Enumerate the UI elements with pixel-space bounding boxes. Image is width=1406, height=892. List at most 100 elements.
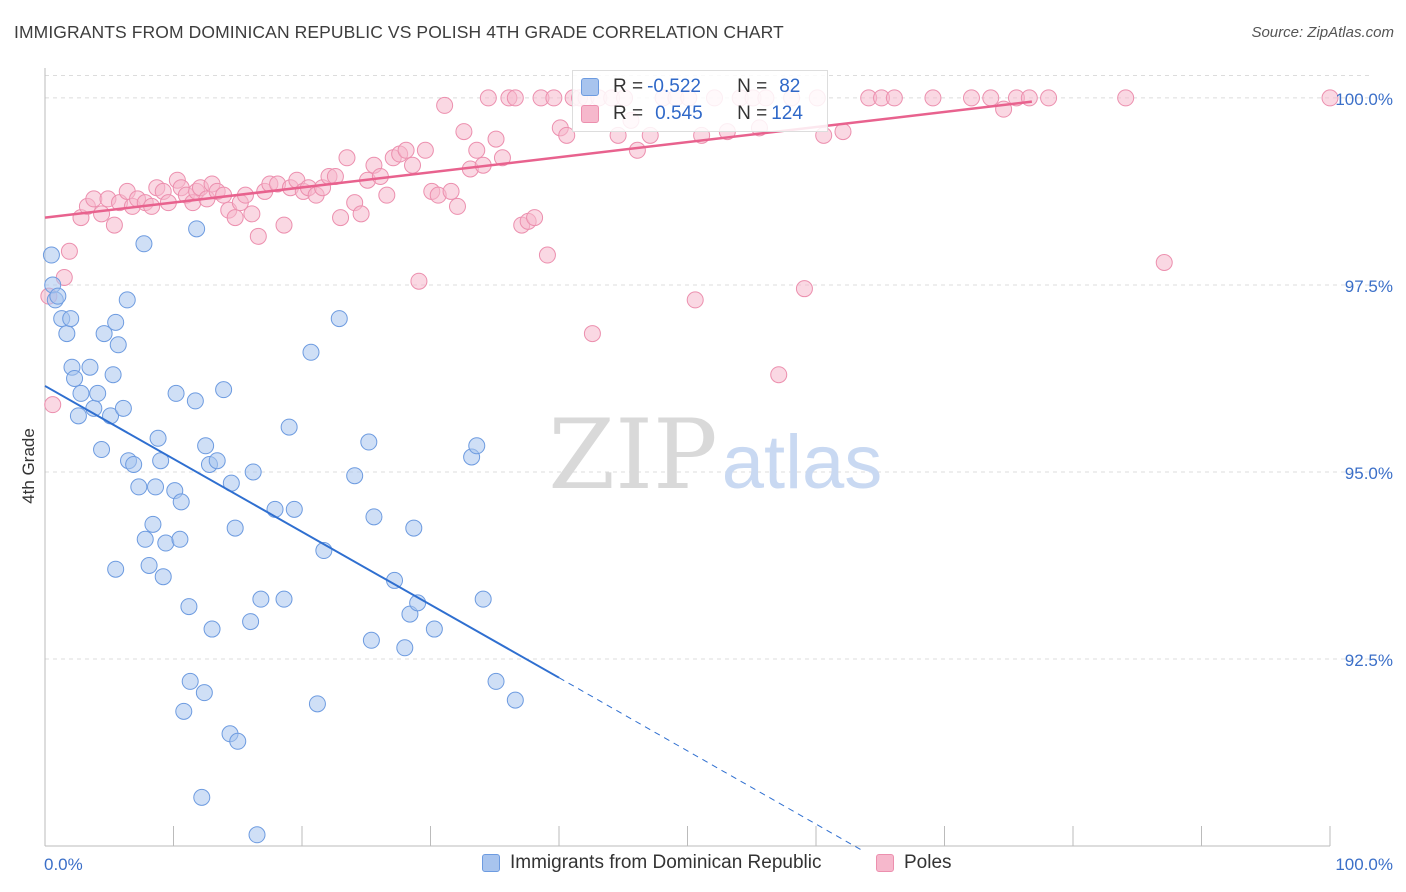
dominican-point xyxy=(149,429,167,447)
dominican-point xyxy=(193,788,211,806)
y-tick-labels: 100.0% 97.5% 95.0% 92.5% xyxy=(1335,90,1393,670)
poles-point xyxy=(558,126,576,144)
dominican-point xyxy=(186,392,204,410)
dominican-point xyxy=(188,220,206,238)
legend-swatch-blue xyxy=(482,854,500,872)
legend-item-dominican[interactable]: Immigrants from Dominican Republic xyxy=(482,852,822,874)
y-tick-label: 100.0% xyxy=(1335,90,1393,109)
dominican-point xyxy=(81,358,99,376)
dominican-point xyxy=(275,590,293,608)
bottom-legend: Immigrants from Dominican Republic Poles xyxy=(0,852,1406,878)
poles-points xyxy=(40,89,1339,414)
poles-point xyxy=(397,141,415,159)
dominican-point xyxy=(244,463,262,481)
chart-source: Source: ZipAtlas.com xyxy=(1251,24,1394,41)
dominican-point xyxy=(118,291,136,309)
blue-swatch xyxy=(581,78,599,96)
stats-pink-r-value: 0.545 xyxy=(655,103,703,124)
poles-point xyxy=(1321,89,1339,107)
legend-label-dominican: Immigrants from Dominican Republic xyxy=(510,852,822,873)
dominican-point xyxy=(144,515,162,533)
dominican-point xyxy=(362,631,380,649)
poles-point xyxy=(538,246,556,264)
dominican-point xyxy=(157,534,175,552)
stats-pink-r-label: R = xyxy=(613,103,644,124)
dominican-point xyxy=(425,620,443,638)
dominican-point xyxy=(109,336,127,354)
stats-pink-n-value: 124 xyxy=(771,103,803,124)
dominican-point xyxy=(248,826,266,844)
dominican-point xyxy=(396,639,414,657)
dominican-point xyxy=(42,246,60,264)
dominican-point xyxy=(175,702,193,720)
stats-legend-box: R = -0.522 N = 82 R = 0.545 N = 124 xyxy=(572,70,828,132)
y-tick-label: 95.0% xyxy=(1345,464,1393,483)
dominican-point xyxy=(69,407,87,425)
poles-point xyxy=(93,205,111,223)
dominican-point xyxy=(285,500,303,518)
poles-point xyxy=(545,89,563,107)
y-axis-label: 4th Grade xyxy=(19,428,38,504)
dominican-point xyxy=(229,732,247,750)
dominican-point xyxy=(468,437,486,455)
dominican-point xyxy=(167,384,185,402)
trend-lines xyxy=(44,100,1033,851)
poles-point xyxy=(243,205,261,223)
poles-point xyxy=(105,216,123,234)
stats-blue-n-value: 82 xyxy=(779,76,801,97)
grid-layer xyxy=(45,74,1370,660)
stats-blue-r-label: R = xyxy=(613,76,644,97)
dominican-point xyxy=(242,613,260,631)
poles-point xyxy=(448,197,466,215)
dominican-point xyxy=(104,366,122,384)
poles-point xyxy=(982,89,1000,107)
chart-title: IMMIGRANTS FROM DOMINICAN REPUBLIC VS PO… xyxy=(14,22,784,42)
y-tick-label: 92.5% xyxy=(1345,651,1393,670)
dominican-point xyxy=(506,691,524,709)
dominican-point xyxy=(474,590,492,608)
dominican-point xyxy=(308,695,326,713)
dominican-points xyxy=(42,220,524,844)
dominican-point xyxy=(125,455,143,473)
poles-point xyxy=(378,186,396,204)
poles-point xyxy=(506,89,524,107)
dominican-trend-extension xyxy=(558,677,862,851)
dominican-point xyxy=(180,598,198,616)
dominican-point xyxy=(365,508,383,526)
poles-point xyxy=(1040,89,1058,107)
stats-row-blue: R = -0.522 N = 82 xyxy=(581,74,800,100)
stats-pink-n-label: N = xyxy=(737,103,768,124)
dominican-point xyxy=(58,325,76,343)
poles-point xyxy=(85,190,103,208)
y-tick-label: 97.5% xyxy=(1345,277,1393,296)
dominican-point xyxy=(252,590,270,608)
dominican-point xyxy=(208,452,226,470)
poles-point xyxy=(332,209,350,227)
legend-item-poles[interactable]: Poles xyxy=(876,852,952,874)
poles-point xyxy=(493,149,511,167)
poles-point xyxy=(44,396,62,414)
axes-layer xyxy=(44,68,1331,847)
x-tick-label: 100.0% xyxy=(1335,855,1393,874)
poles-point xyxy=(479,89,497,107)
stats-blue-r-value: -0.522 xyxy=(647,76,701,97)
poles-point xyxy=(352,205,370,223)
dominican-point xyxy=(266,500,284,518)
dominican-point xyxy=(171,530,189,548)
dominican-point xyxy=(152,452,170,470)
watermark-atlas: atlas xyxy=(722,420,883,505)
dominican-point xyxy=(181,672,199,690)
poles-point xyxy=(338,149,356,167)
dominican-point xyxy=(62,310,80,328)
poles-point xyxy=(686,291,704,309)
poles-point xyxy=(226,209,244,227)
dominican-point xyxy=(95,325,113,343)
dominican-point xyxy=(66,369,84,387)
poles-point xyxy=(628,141,646,159)
legend-swatch-pink xyxy=(876,854,894,872)
poles-point xyxy=(442,182,460,200)
dominican-point xyxy=(107,560,125,578)
legend-label-poles: Poles xyxy=(904,852,952,873)
dominican-point xyxy=(226,519,244,537)
